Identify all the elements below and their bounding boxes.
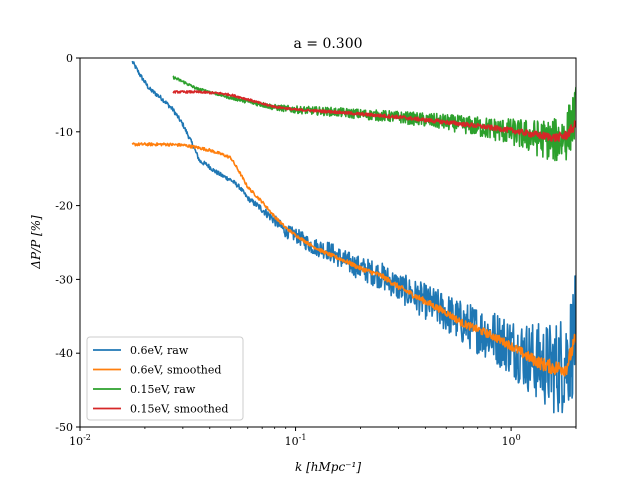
y-tick-label: -30: [55, 273, 73, 286]
series-line: [172, 75, 576, 162]
legend-label: 0.15eV, smoothed: [130, 403, 228, 416]
chart-title: a = 0.300: [293, 36, 362, 52]
series-line: [131, 60, 576, 414]
legend: 0.6eV, raw 0.6eV, smoothed 0.15eV, raw 0.15…: [86, 336, 244, 421]
legend-box: [86, 336, 244, 421]
series-line: [172, 90, 576, 142]
x-tick-label: 100: [502, 433, 521, 448]
legend-label: 0.15eV, raw: [130, 383, 196, 396]
y-axis-label: ΔP/P [%]: [29, 215, 43, 270]
series-layer: [131, 60, 576, 414]
legend-label: 0.6eV, smoothed: [130, 364, 221, 377]
x-tick-label: 10-2: [69, 433, 91, 448]
legend-label: 0.6eV, raw: [130, 344, 189, 357]
y-tick-label: -50: [55, 421, 73, 434]
series-line: [131, 142, 576, 377]
y-tick-label: -10: [55, 126, 73, 139]
x-axis-label: k [hMpc⁻¹]: [295, 460, 361, 474]
y-tick-label: -40: [55, 347, 73, 360]
y-axis: 0 -10 -20 -30 -40 -50: [55, 52, 80, 434]
plot-frame: [79, 57, 577, 428]
x-axis: 10-2 10-1 100: [69, 427, 577, 448]
y-tick-label: 0: [66, 52, 73, 65]
y-tick-label: -20: [55, 200, 73, 213]
x-tick-label: 10-1: [285, 433, 307, 448]
